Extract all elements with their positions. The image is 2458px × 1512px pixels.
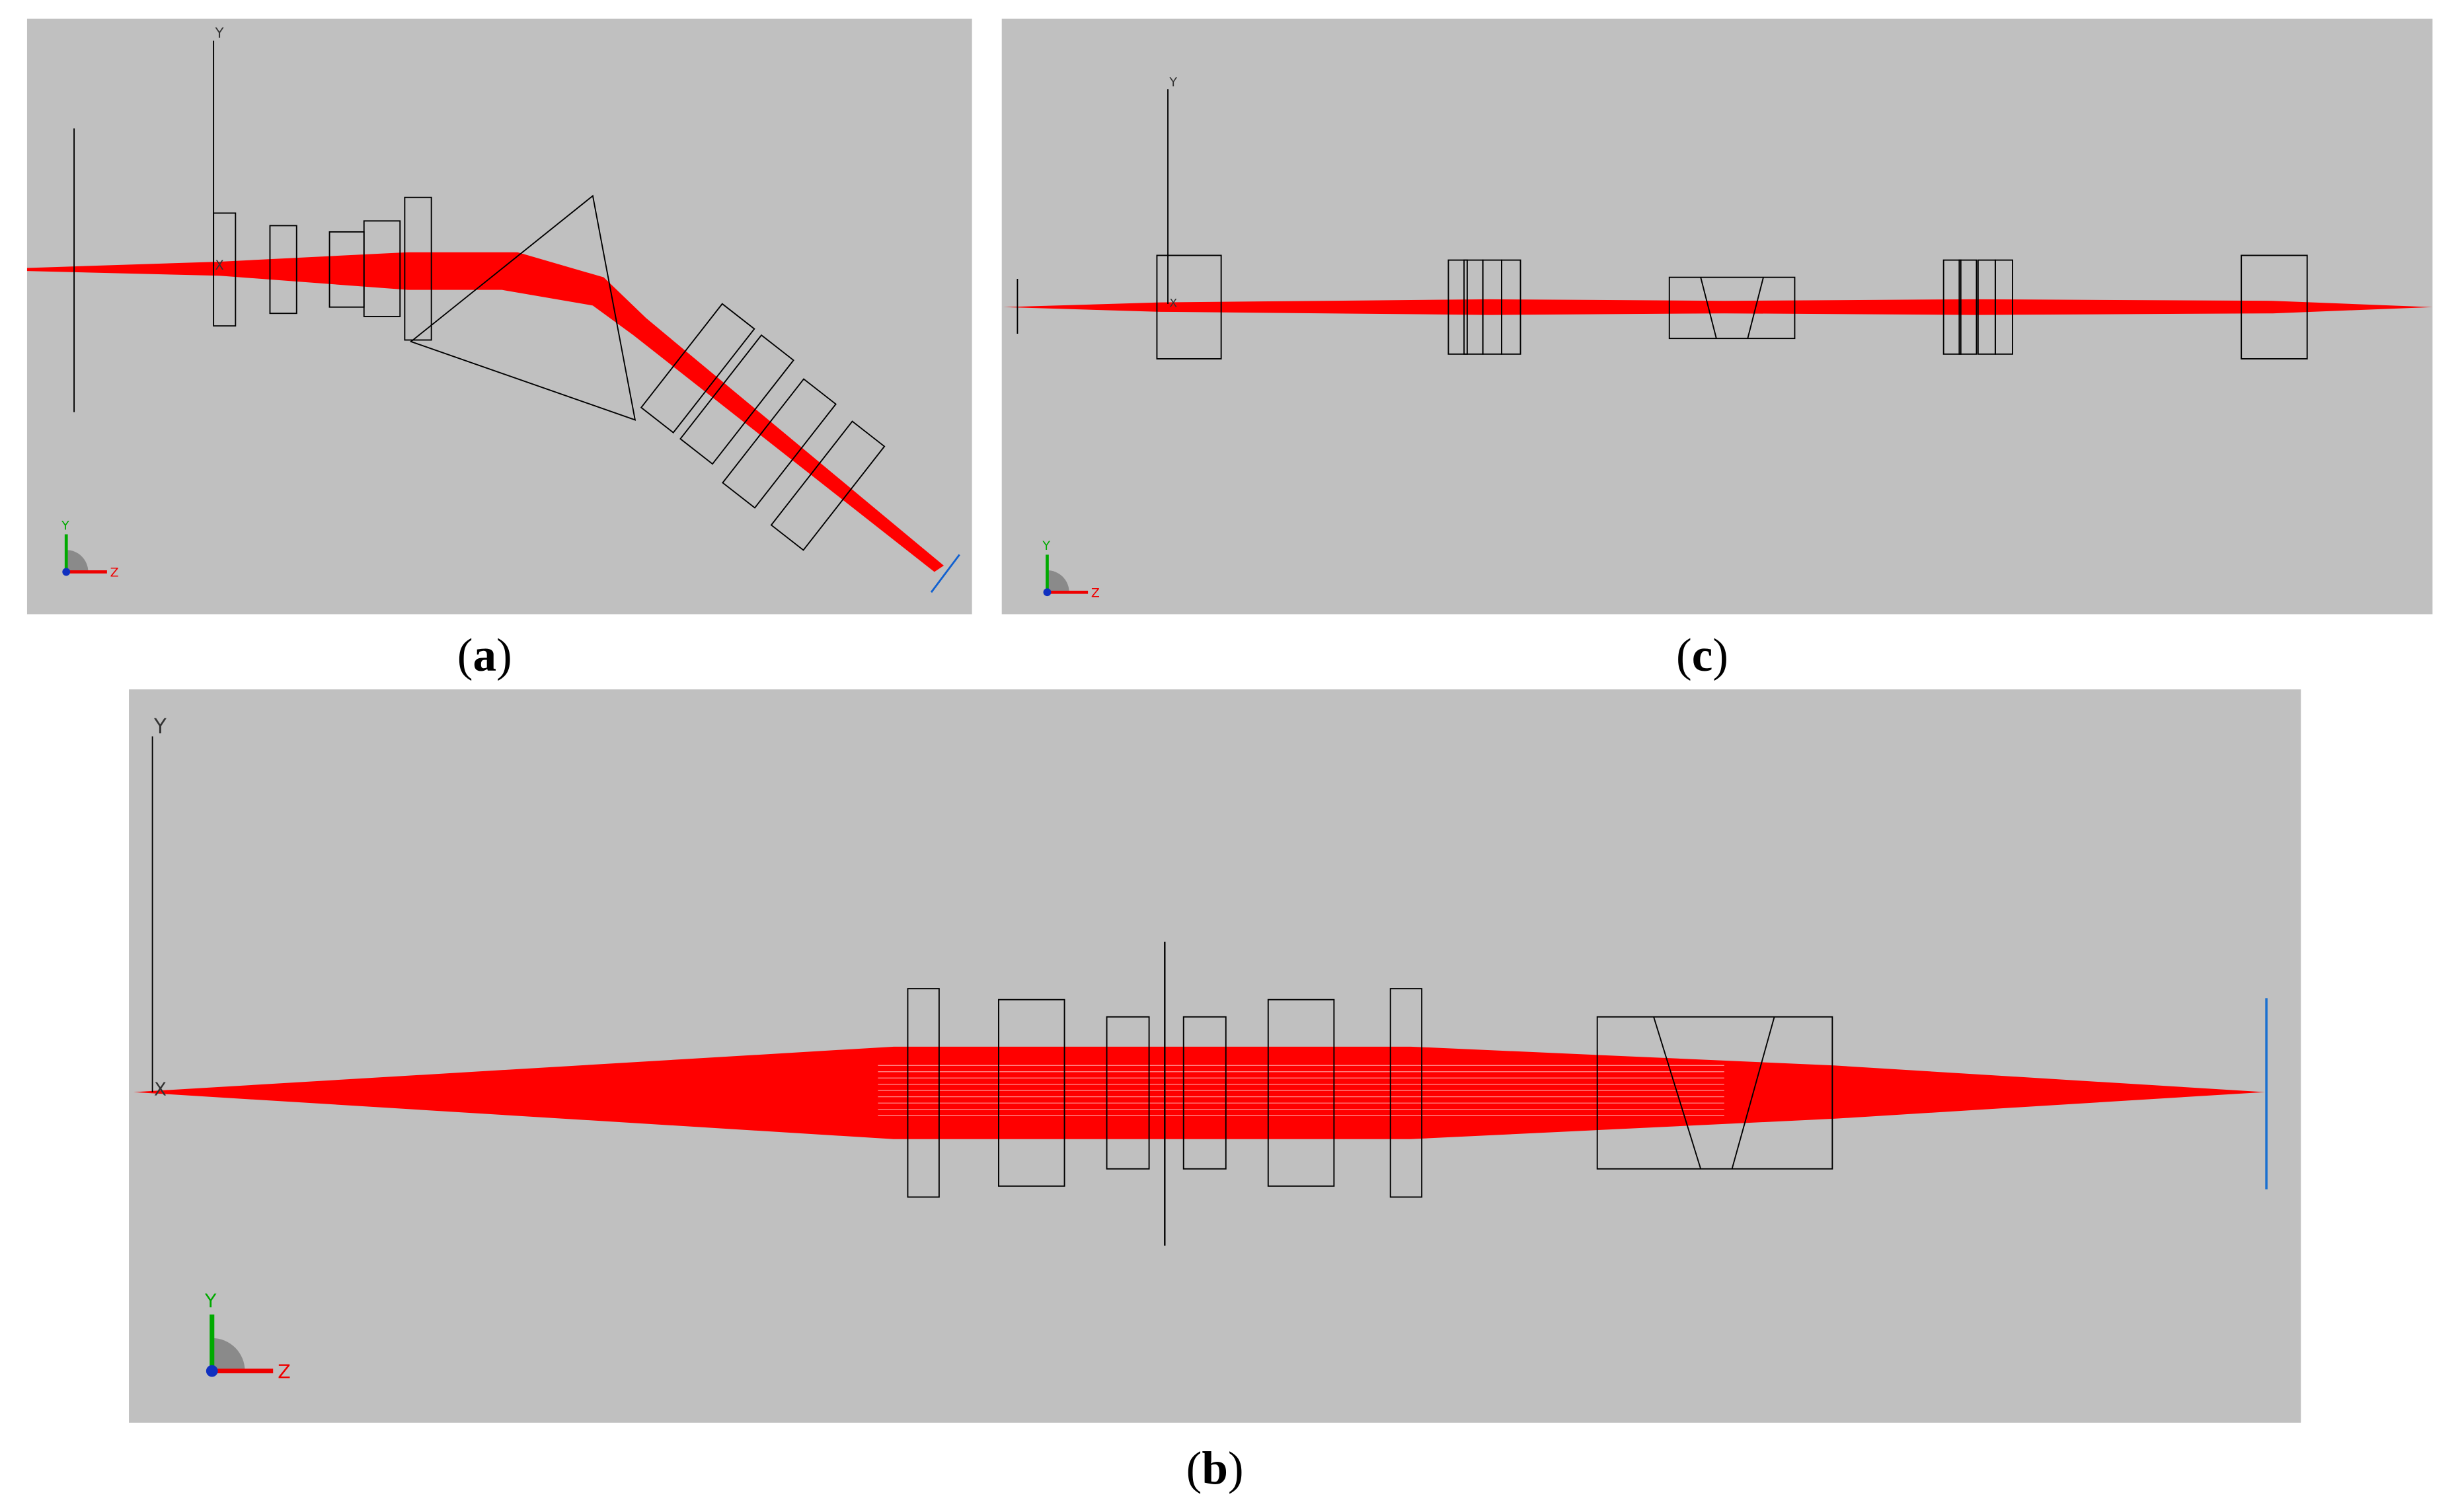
lens — [1267, 999, 1335, 1187]
lens — [770, 420, 886, 551]
paren: ) — [496, 630, 512, 681]
triad-y-label: Y — [61, 518, 69, 533]
lens — [404, 196, 432, 341]
letter: a — [473, 630, 497, 681]
triad-z-label: Z — [278, 1361, 290, 1382]
x-axis-label: X — [215, 258, 223, 273]
triad-x-dot — [1043, 588, 1052, 597]
paren: ) — [1228, 1443, 1244, 1494]
letter: b — [1202, 1443, 1228, 1494]
y-axis-label: Y — [1169, 75, 1177, 89]
triad-quadrant — [211, 1338, 245, 1371]
lens — [1501, 259, 1521, 355]
lens — [1994, 259, 2013, 355]
triad-y-label: Y — [1042, 539, 1050, 553]
triad-y-label: Y — [204, 1291, 217, 1312]
panel-background — [1001, 19, 2433, 615]
prism-face — [1653, 1016, 1702, 1170]
caption-a: (a) — [457, 630, 512, 681]
lens — [1106, 1016, 1150, 1170]
caption-c: (c) — [1676, 630, 1728, 681]
caption-b: (b) — [1186, 1443, 1244, 1494]
prism — [1596, 1016, 1833, 1170]
image-plane — [930, 554, 960, 593]
lens — [1958, 259, 1978, 355]
triad-x-dot — [62, 568, 71, 576]
lens — [998, 999, 1065, 1187]
triad-z-label: Z — [1091, 586, 1100, 600]
paren: ( — [1186, 1443, 1202, 1494]
triad-z-label: Z — [110, 566, 119, 580]
triad-x-dot — [206, 1365, 218, 1377]
lens — [363, 220, 401, 317]
letter: c — [1692, 630, 1713, 681]
prism-face — [1731, 1016, 1775, 1170]
lens — [722, 378, 837, 509]
y-axis-label: Y — [214, 25, 224, 42]
lens — [269, 225, 297, 315]
ray-bundle — [1003, 299, 2433, 315]
paren: ( — [1676, 630, 1692, 681]
lens — [907, 988, 940, 1198]
lens — [1447, 259, 1468, 355]
lens — [1668, 276, 1796, 340]
lens — [1182, 1016, 1227, 1170]
x-axis-label: X — [1169, 297, 1177, 311]
panel-background — [26, 19, 972, 615]
paren: ( — [457, 630, 473, 681]
paren: ) — [1712, 630, 1728, 681]
prism-face — [1747, 277, 1764, 339]
lens — [2241, 254, 2308, 359]
prism-face — [1700, 277, 1717, 339]
x-axis-label: X — [154, 1078, 167, 1100]
lens — [1942, 259, 1962, 355]
lens — [640, 303, 755, 434]
lens — [1156, 254, 1222, 359]
triad-quadrant — [66, 550, 89, 572]
triad-quadrant — [1047, 570, 1069, 593]
lens — [213, 212, 237, 327]
prism — [409, 194, 636, 421]
y-axis-label: Y — [153, 715, 167, 739]
lens — [679, 334, 794, 465]
ray-bundle — [134, 1046, 2265, 1139]
lens — [1389, 988, 1423, 1198]
